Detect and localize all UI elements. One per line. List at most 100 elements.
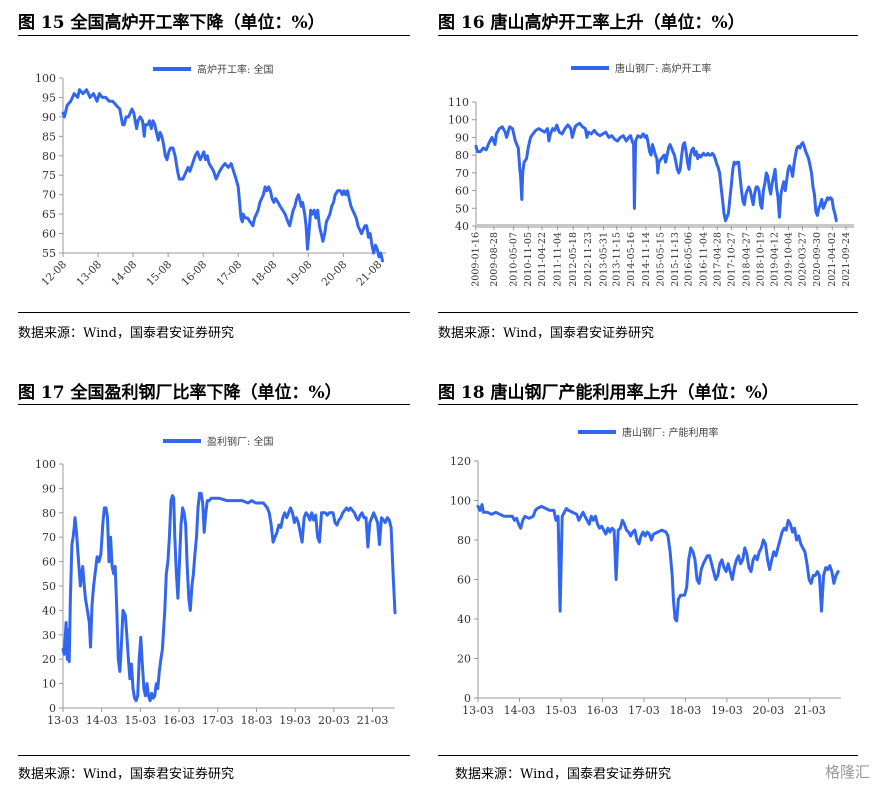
x-tick-label: 2019-04-12 — [769, 232, 780, 287]
x-tick-label: 18-08 — [249, 259, 279, 289]
y-tick-label: 0 — [464, 692, 471, 705]
y-tick-label: 40 — [455, 220, 469, 233]
x-tick-label: 2010-11-05 — [523, 232, 534, 287]
x-tick-label: 2009-08-28 — [489, 232, 500, 287]
legend-label: 高炉开工率: 全国 — [197, 63, 274, 76]
source-note-15: 数据来源：Wind，国泰君安证券研究 — [18, 326, 234, 341]
panel-rule-top-15 — [18, 35, 410, 36]
y-tick-label: 65 — [42, 208, 56, 221]
panel-title-17: 图 17 全国盈利钢厂比率下降（单位：%） — [18, 383, 342, 403]
x-tick-label: 15-08 — [144, 259, 174, 289]
y-tick-label: 120 — [450, 455, 471, 468]
chart-tangshan-capacity-utilization: 唐山钢厂: 产能利用率 0 20 40 60 80 100 120 13-03 14-03 15-0… — [450, 426, 841, 717]
x-tick-label: 2021-04-02 — [827, 232, 838, 287]
y-tick-label: 50 — [42, 580, 56, 593]
x-tick-label: 16-03 — [163, 714, 195, 727]
y-tick-label: 110 — [448, 96, 469, 109]
panel-title-15: 图 15 全国高炉开工率下降（单位：%） — [18, 13, 325, 33]
y-tick-label: 60 — [457, 574, 471, 587]
x-tick-label: 2017-04-28 — [712, 232, 723, 287]
chart-tangshan-bf-rate: 唐山钢厂: 高炉开工率 40 50 60 70 80 90 100 110 2009-01-16 2… — [448, 62, 854, 287]
y-tick-label: 80 — [42, 507, 56, 520]
x-tick-label: 2017-10-27 — [726, 232, 737, 287]
x-tick-label: 16-03 — [587, 704, 619, 717]
y-tick-label: 100 — [35, 72, 56, 85]
x-tick-label: 12-08 — [39, 259, 69, 289]
series-line — [474, 121, 838, 223]
series-line — [476, 503, 840, 623]
y-tick-label: 0 — [49, 702, 56, 715]
y-tick-label: 75 — [42, 169, 56, 182]
chart-legend: 盈利钢厂: 全国 — [163, 435, 274, 448]
chart-legend: 高炉开工率: 全国 — [153, 63, 274, 76]
x-tick-label: 20-03 — [753, 704, 785, 717]
y-tick-label: 80 — [42, 150, 56, 163]
x-tick-label: 16-08 — [179, 259, 209, 289]
y-tick-label: 90 — [42, 111, 56, 124]
x-tick-label: 20-08 — [319, 259, 349, 289]
x-tick-label: 2012-11-23 — [583, 232, 594, 287]
x-tick-label: 2010-05-07 — [509, 232, 520, 287]
x-tick-label: 2011-04-22 — [537, 232, 548, 287]
y-tick-label: 80 — [455, 149, 469, 162]
x-tick-label: 19-03 — [711, 704, 743, 717]
y-tick-label: 30 — [42, 629, 56, 642]
legend-label: 盈利钢厂: 全国 — [207, 435, 274, 448]
x-tick-label: 2015-05-15 — [655, 232, 666, 287]
x-tick-label: 2020-09-30 — [812, 232, 823, 287]
panel-rule-bottom-15 — [18, 312, 410, 313]
y-tick-label: 40 — [457, 613, 471, 626]
x-tick-label: 13-08 — [74, 259, 104, 289]
panel-rule-bottom-18 — [438, 755, 858, 756]
y-tick-label: 100 — [450, 495, 471, 508]
y-tick-label: 20 — [457, 653, 471, 666]
y-tick-label: 60 — [42, 556, 56, 569]
x-tick-label: 2011-11-04 — [552, 232, 563, 287]
panel-rule-top-18 — [438, 404, 858, 405]
y-tick-label: 100 — [448, 114, 469, 127]
panel-rule-bottom-16 — [438, 312, 858, 313]
y-tick-label: 95 — [42, 91, 56, 104]
x-tick-label: 17-08 — [214, 259, 244, 289]
x-tick-label: 13-03 — [462, 704, 494, 717]
x-tick-label: 2009-01-16 — [471, 232, 482, 287]
x-tick-label: 15-03 — [545, 704, 577, 717]
panel-rule-top-16 — [438, 35, 858, 36]
x-tick-label: 2019-10-04 — [783, 232, 794, 287]
x-tick-label: 2018-10-19 — [755, 232, 766, 287]
x-tick-label: 2016-11-04 — [698, 232, 709, 287]
y-tick-label: 100 — [35, 458, 56, 471]
x-tick-label: 20-03 — [318, 714, 350, 727]
legend-label: 唐山钢厂: 产能利用率 — [622, 426, 719, 439]
x-tick-label: 21-03 — [357, 714, 389, 727]
x-tick-label: 14-03 — [86, 714, 118, 727]
y-tick-label: 50 — [455, 202, 469, 215]
chart-legend: 唐山钢厂: 高炉开工率 — [571, 62, 712, 75]
x-tick-label: 2021-09-24 — [841, 232, 852, 287]
watermark-logo: 格隆汇 — [824, 763, 870, 781]
x-tick-label: 15-03 — [125, 714, 157, 727]
panel-title-18: 图 18 唐山钢厂产能利用率上升（单位：%） — [438, 383, 779, 403]
y-tick-label: 80 — [457, 534, 471, 547]
x-tick-label: 2012-05-18 — [568, 232, 579, 287]
chart-national-bf-rate: 高炉开工率: 全国 55 60 65 70 75 80 85 90 95 100 12-08 13-08… — [35, 63, 386, 289]
x-tick-label: 14-08 — [109, 259, 139, 289]
y-tick-label: 90 — [42, 482, 56, 495]
y-tick-label: 70 — [42, 531, 56, 544]
y-tick-label: 85 — [42, 130, 56, 143]
x-tick-label: 2018-04-27 — [741, 232, 752, 287]
x-axis-band — [476, 224, 854, 228]
x-tick-label: 2013-05-31 — [599, 232, 610, 287]
series-line — [61, 491, 397, 703]
x-tick-label: 14-03 — [504, 704, 536, 717]
x-tick-label: 18-03 — [241, 714, 273, 727]
legend-label: 唐山钢厂: 高炉开工率 — [615, 62, 712, 75]
x-tick-label: 2014-05-16 — [626, 232, 637, 287]
y-tick-label: 70 — [455, 167, 469, 180]
source-note-17: 数据来源：Wind，国泰君安证券研究 — [18, 767, 234, 782]
source-note-16: 数据来源：Wind，国泰君安证券研究 — [438, 326, 654, 341]
x-tick-label: 2015-11-13 — [670, 232, 681, 287]
y-tick-label: 60 — [42, 228, 56, 241]
x-tick-label: 19-08 — [284, 259, 314, 289]
source-note-18: 数据来源：Wind，国泰君安证券研究 — [455, 767, 671, 782]
